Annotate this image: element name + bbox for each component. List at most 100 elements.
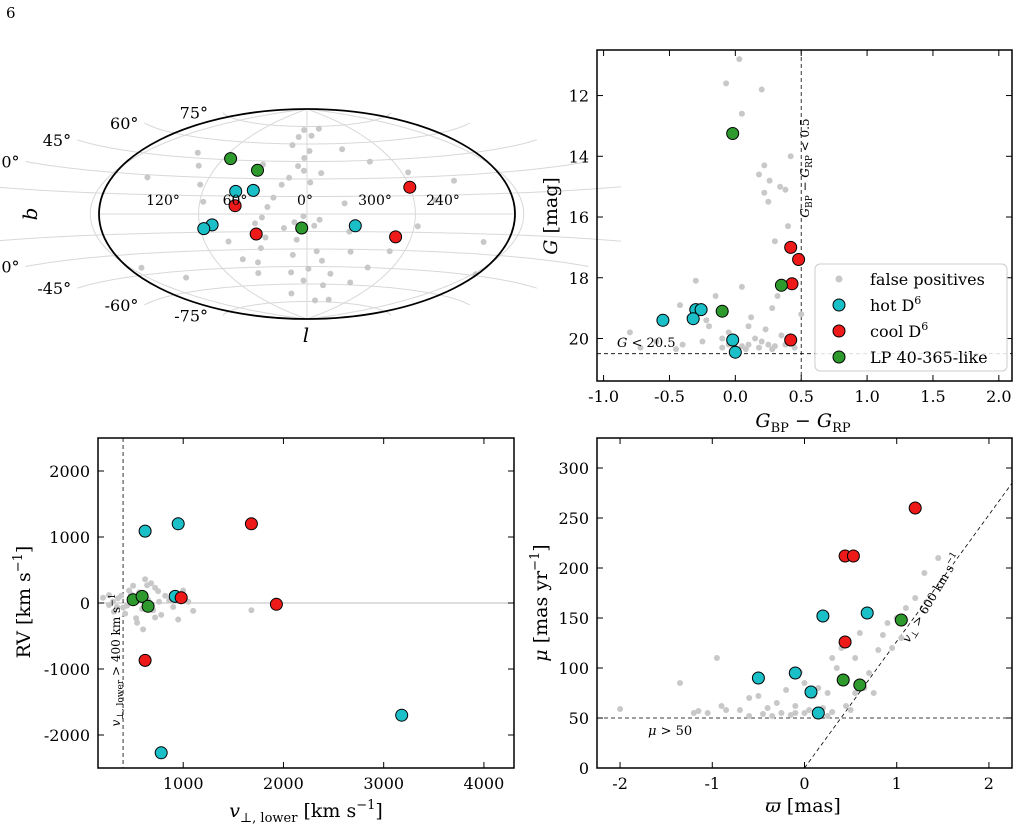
false-positive-point-6 xyxy=(318,170,325,177)
legend-box xyxy=(814,263,1008,372)
pm-panel: -2 -1 0 1 2 0 50 100 150 200 250 300 v⊥ > 600 km s−… xyxy=(528,437,1013,817)
hot-point-1 xyxy=(246,183,260,197)
y-tick-label: -2000 xyxy=(44,726,90,745)
false-positive-point-24 xyxy=(300,277,307,284)
false-positive-point-17 xyxy=(801,710,808,716)
false-positive-point-40 xyxy=(679,341,686,348)
pm-xlabel: ϖ [mas] xyxy=(765,795,840,817)
false-positive-point-45 xyxy=(719,335,726,342)
pm-points xyxy=(617,501,942,720)
latitude-label: -30° xyxy=(0,258,20,277)
cmd-horizontal-threshold-label: G < 20.5 xyxy=(617,336,676,351)
false-positive-point-13 xyxy=(783,687,790,693)
false-positive-point-17 xyxy=(158,611,165,618)
sky-map-ylabel: b xyxy=(18,208,42,221)
false-positive-point-9 xyxy=(286,174,293,181)
false-positive-point-10 xyxy=(761,189,768,196)
cool-point-3 xyxy=(838,635,852,649)
false-positive-point-27 xyxy=(134,619,141,626)
pm-diagonal-label: v⊥ > 600 km s−1 xyxy=(899,550,967,646)
longitude-gridline xyxy=(198,108,308,320)
false-positive-point-5 xyxy=(122,610,129,617)
rv-thresholds xyxy=(98,438,514,768)
false-positive-point-9 xyxy=(764,705,771,711)
false-positive-point-10 xyxy=(278,181,285,188)
cmd-panel: -1.0 -0.5 0.0 0.5 1.0 1.5 2.0 12 14 16 18 20 GBP − … xyxy=(540,49,1013,436)
false-positive-point-24 xyxy=(752,335,759,342)
cmd-points xyxy=(626,56,806,359)
lp-point-0 xyxy=(726,127,740,140)
cool-point-1 xyxy=(389,230,403,244)
false-positive-point-23 xyxy=(778,332,785,339)
false-positive-point-11 xyxy=(765,198,772,205)
lp-point-1 xyxy=(135,589,149,603)
pm-ylabel: μ [mas yr−1] xyxy=(528,544,552,661)
false-positive-point-30 xyxy=(316,216,323,223)
false-positive-point-2 xyxy=(695,708,702,714)
y-tick-label: 12 xyxy=(569,87,589,106)
false-positive-point-7 xyxy=(777,183,784,190)
y-tick-label: 20 xyxy=(569,330,589,349)
false-positive-point-4 xyxy=(713,655,720,661)
y-tick-label: 0 xyxy=(579,759,589,778)
false-positive-point-52 xyxy=(386,248,393,255)
false-positive-point-0 xyxy=(617,706,624,712)
hot-point-0 xyxy=(348,219,362,233)
false-positive-point-16 xyxy=(155,588,162,595)
false-positive-point-0 xyxy=(308,132,315,139)
false-positive-point-43 xyxy=(703,317,710,324)
false-positive-point-39 xyxy=(637,344,644,351)
pm-horizontal-threshold-label: μ > 50 xyxy=(648,724,692,739)
false-positive-point-35 xyxy=(884,620,891,626)
false-positive-point-46 xyxy=(723,707,730,713)
hot-point-0 xyxy=(656,313,670,327)
longitude-labels: 120° 60° 0° 300° 240° xyxy=(146,193,460,209)
lp-point-0 xyxy=(836,673,850,687)
pm-thresholds xyxy=(597,482,1013,769)
false-positive-point-13 xyxy=(258,214,265,221)
latitude-label: -75° xyxy=(174,306,208,325)
false-positive-point-11 xyxy=(773,700,780,706)
hot-point-2 xyxy=(229,184,243,198)
hot-point-2 xyxy=(804,685,818,699)
y-tick-label: 16 xyxy=(569,208,589,227)
y-tick-label: 100 xyxy=(558,659,589,678)
cmd-xlabel: GBP − GRP xyxy=(755,410,850,436)
false-positive-point-31 xyxy=(262,234,269,241)
legend-label-hot: hot D6 xyxy=(870,294,921,315)
y-tick-label: 14 xyxy=(569,147,589,166)
x-tick-label: -0.5 xyxy=(654,387,685,406)
longitude-label: 0° xyxy=(297,193,313,209)
longitude-gridline xyxy=(89,108,308,320)
legend-label-lp: LP 40-365-like xyxy=(870,348,988,367)
false-positive-point-1 xyxy=(306,148,313,154)
false-positive-point-0 xyxy=(100,594,106,601)
false-positive-point-39 xyxy=(902,605,909,611)
hot-point-5 xyxy=(728,345,742,359)
latitude-gridline xyxy=(0,231,622,242)
false-positive-point-2 xyxy=(758,86,765,93)
lp-point-1 xyxy=(251,163,264,177)
false-positive-point-34 xyxy=(769,346,776,353)
x-tick-label: 1 xyxy=(892,774,902,793)
false-positive-point-38 xyxy=(200,198,207,205)
false-positive-point-20 xyxy=(320,282,326,289)
pm-ticks: -2 -1 0 1 2 0 50 100 150 200 250 300 xyxy=(558,438,1012,793)
false-positive-point-10 xyxy=(769,713,776,719)
false-positive-point-8 xyxy=(300,167,307,174)
false-positive-point-47 xyxy=(760,711,766,717)
false-positive-point-44 xyxy=(69,214,75,220)
false-positive-point-47 xyxy=(798,311,805,318)
false-positive-point-49 xyxy=(843,703,849,709)
false-positive-point-22 xyxy=(313,248,320,255)
rv-threshold-label: v⊥, lower > 400 km s−1 xyxy=(108,594,126,727)
false-positive-point-14 xyxy=(252,220,258,227)
false-positive-point-59 xyxy=(574,202,580,208)
false-positive-point-7 xyxy=(130,582,137,589)
false-positive-point-53 xyxy=(414,223,421,230)
rv-panel: 1000 2000 3000 4000 2000 1000 0 -1000 -2000 v⊥, … xyxy=(11,437,515,826)
y-tick-label: 250 xyxy=(558,509,589,528)
false-positive-point-3 xyxy=(114,604,120,610)
lp-point-2 xyxy=(774,278,788,292)
